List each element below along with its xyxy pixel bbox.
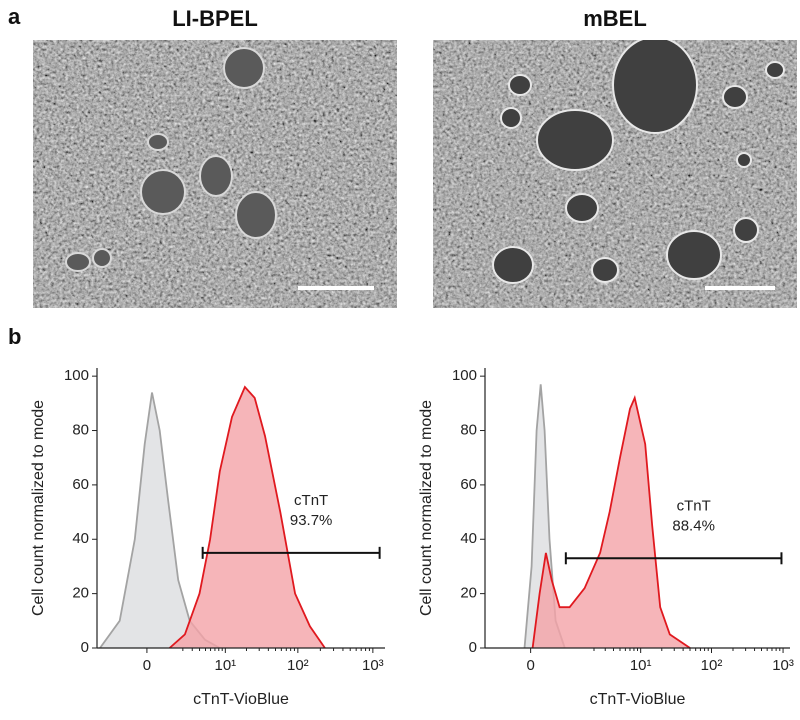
y-tick-label: 40 xyxy=(460,530,477,547)
y-tick-label: 80 xyxy=(72,421,89,438)
area-fill xyxy=(524,384,565,648)
y-axis-label: Cell count normalized to mode xyxy=(418,400,435,616)
x-axis-label: cTnT-VioBlue xyxy=(590,691,686,708)
gate-percent: 93.7% xyxy=(290,512,333,529)
area-fill xyxy=(532,397,691,648)
histogram-line xyxy=(531,395,691,649)
y-tick-label: 20 xyxy=(460,585,477,602)
y-tick-label: 20 xyxy=(72,585,89,602)
panel-label: a xyxy=(8,4,21,29)
panel-label: b xyxy=(8,324,21,349)
image-title: mBEL xyxy=(583,6,647,31)
gate-name: cTnT xyxy=(677,497,711,514)
y-tick-label: 60 xyxy=(460,476,477,493)
x-tick-label: 10¹ xyxy=(630,657,652,674)
x-tick-label: 0 xyxy=(526,657,534,674)
y-axis-label: Cell count normalized to mode xyxy=(30,400,47,616)
charts: 0 20 40 60 80 100 0 10¹ 10² 10³ cTnT-VioBlue Cell c… xyxy=(30,367,794,708)
y-tick-label: 0 xyxy=(81,639,89,656)
image-title: LI-BPEL xyxy=(172,6,258,31)
y-tick-label: 0 xyxy=(469,639,477,656)
y-tick-label: 40 xyxy=(72,530,89,547)
micrograph xyxy=(433,40,797,308)
x-tick-label: 10² xyxy=(701,657,723,674)
x-tick-label: 10³ xyxy=(772,657,794,674)
x-tick-label: 0 xyxy=(143,657,151,674)
x-tick-label: 10¹ xyxy=(214,657,236,674)
y-tick-label: 100 xyxy=(64,367,89,384)
x-tick-label: 10³ xyxy=(362,657,384,674)
x-tick-label: 10² xyxy=(287,657,309,674)
x-axis-label: cTnT-VioBlue xyxy=(193,691,289,708)
y-tick-label: 100 xyxy=(452,367,477,384)
gate-percent: 88.4% xyxy=(672,517,715,534)
histogram-line xyxy=(169,385,326,649)
gate-name: cTnT xyxy=(294,492,328,509)
area-fill xyxy=(169,387,325,648)
area-fill xyxy=(99,392,220,648)
y-tick-label: 60 xyxy=(72,476,89,493)
y-tick-label: 80 xyxy=(460,421,477,438)
micrograph xyxy=(33,40,397,308)
